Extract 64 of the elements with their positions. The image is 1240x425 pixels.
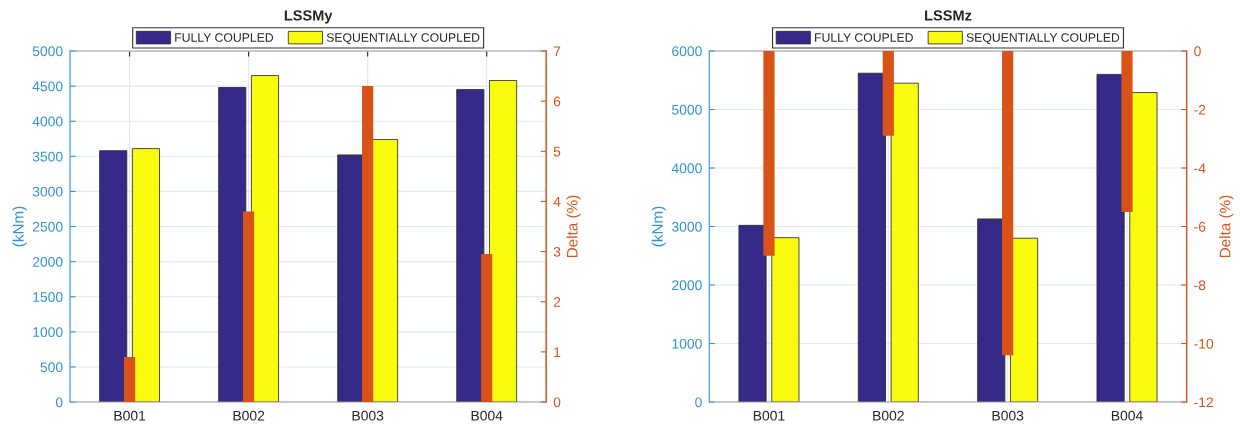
- y-tick-label: 0: [695, 397, 702, 408]
- legend-label: SEQUENTIALLY COUPLED: [966, 33, 1120, 45]
- y-tick-label: 1000: [672, 338, 702, 349]
- x-tick-label: B002: [233, 410, 265, 421]
- y2-tick-label: -2: [1194, 104, 1206, 115]
- y2-tick-label: 4: [553, 196, 561, 207]
- y-tick-label: 5000: [672, 104, 702, 115]
- x-tick-label: B003: [992, 410, 1024, 421]
- y-tick-label: 2500: [32, 221, 63, 232]
- bar: [738, 224, 767, 403]
- y-axis-title: (kNm): [651, 206, 666, 247]
- y2-tick-label: -6: [1194, 221, 1206, 232]
- chart-title: LSSMy: [284, 10, 333, 24]
- bar: [857, 72, 886, 403]
- y-tick-label: 3500: [32, 151, 63, 162]
- y2-tick-label: 2: [553, 297, 561, 307]
- y-tick-label: 1500: [33, 292, 63, 302]
- y2-tick-label: -12: [1194, 397, 1213, 408]
- y-tick-label: 5000: [32, 46, 63, 57]
- bar: [771, 237, 800, 403]
- bar: [131, 148, 160, 403]
- bar: [489, 80, 518, 403]
- bar: [1129, 92, 1158, 403]
- bar: [243, 211, 255, 403]
- y-tick-label: 4500: [32, 81, 63, 92]
- y2-tick-label: 5: [553, 146, 561, 157]
- y2-tick-label: 7: [553, 46, 561, 57]
- bar: [456, 89, 485, 403]
- chart-title: LSSMz: [925, 10, 972, 21]
- y-tick-label: 4000: [32, 116, 63, 127]
- x-tick-label: B001: [114, 410, 146, 421]
- y2-axis-title: Delta (%): [566, 195, 581, 258]
- x-tick-label: B004: [1111, 410, 1143, 421]
- bar: [123, 356, 136, 403]
- y2-tick-label: -8: [1194, 280, 1206, 291]
- y2-tick-label: 0: [553, 397, 561, 408]
- x-tick-label: B003: [352, 410, 384, 421]
- legend-label: SEQUENTIALLY COUPLED: [326, 33, 480, 45]
- y2-tick-label: 6: [553, 96, 561, 107]
- x-tick-label: B004: [471, 410, 503, 421]
- bar: [99, 150, 128, 403]
- legend-label: FULLY COUPLED: [815, 33, 913, 42]
- y2-tick-label: 1: [554, 347, 561, 357]
- y2-tick-label: 0: [1194, 46, 1201, 57]
- y-tick-label: 6000: [672, 46, 702, 57]
- y-tick-label: 3000: [32, 186, 63, 197]
- y2-tick-label: -4: [1194, 163, 1206, 174]
- x-tick-label: B001: [753, 410, 785, 421]
- legend-label: FULLY COUPLED: [175, 33, 274, 42]
- bar: [890, 82, 919, 403]
- bar: [1096, 73, 1125, 403]
- y-tick-label: 4000: [671, 163, 702, 174]
- y-tick-label: 1000: [33, 327, 63, 338]
- y2-tick-label: 3: [553, 246, 561, 257]
- y-tick-label: 500: [40, 362, 63, 373]
- y2-axis-title: Delta (%): [1219, 195, 1234, 258]
- y-axis-title: (kNm): [12, 206, 27, 247]
- y-tick-label: 0: [55, 397, 63, 408]
- bar: [481, 254, 493, 403]
- y-tick-label: 2000: [32, 256, 63, 267]
- y-tick-label: 3000: [671, 221, 702, 232]
- y-tick-label: 2000: [672, 280, 702, 291]
- x-tick-label: B002: [873, 410, 904, 421]
- y2-tick-label: -10: [1194, 338, 1214, 349]
